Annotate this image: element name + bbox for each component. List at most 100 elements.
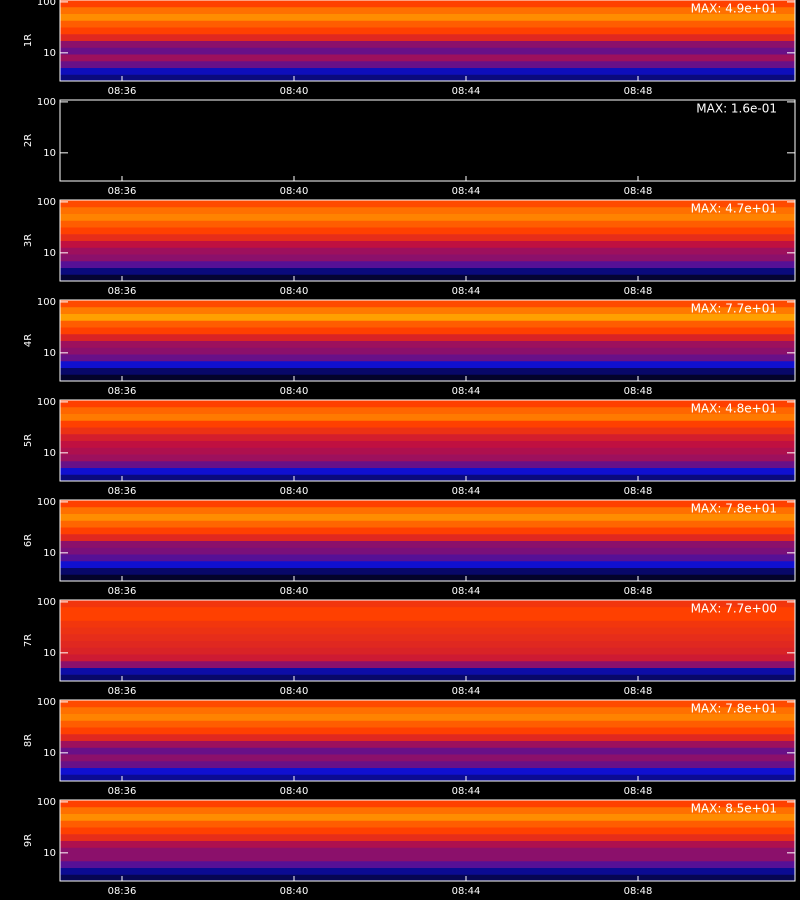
spectrum-band (60, 647, 795, 655)
max-label: MAX: 7.7e+00 (691, 602, 777, 616)
spectrum-band (60, 547, 795, 555)
spectrum-band (60, 613, 795, 621)
spectrum-band (60, 833, 795, 841)
spectrum-band (60, 254, 795, 262)
y-tick-label: 100 (37, 697, 56, 708)
spectrum-band (60, 320, 795, 328)
spectrum-band (60, 720, 795, 728)
x-tick-label: 08:44 (452, 886, 481, 897)
spectrum-band (60, 347, 795, 355)
spectrum-band (60, 420, 795, 428)
spectrum-band (60, 513, 795, 521)
spectrum-band (60, 667, 795, 675)
x-tick-label: 08:40 (280, 86, 309, 97)
spectrum-band (60, 440, 795, 448)
x-tick-label: 08:36 (108, 886, 137, 897)
plot-frame (59, 799, 796, 882)
spectrum-band (60, 874, 795, 882)
spectrum-band (60, 706, 795, 714)
spectrum-band (60, 206, 795, 214)
panel: 10 100 08:36 08:40 08:44 08:48 2R MAX: 1.6e-01 (23, 97, 796, 197)
y-tick-label: 10 (43, 148, 56, 159)
y-tick-label: 10 (43, 648, 56, 659)
spectrum-band (60, 600, 795, 608)
x-tick-label: 08:36 (108, 486, 137, 497)
spectrum-band (60, 133, 795, 141)
spectrum-band (60, 433, 795, 441)
spectrum-band (60, 313, 795, 321)
y-tick-label: 10 (43, 348, 56, 359)
spectrum-band (60, 527, 795, 535)
spectrum-band (60, 67, 795, 75)
spectrum-band (60, 427, 795, 435)
y-tick-label: 100 (37, 297, 56, 308)
spectrum-band (60, 474, 795, 482)
spectrum-band (60, 413, 795, 421)
plot-frame (59, 299, 796, 382)
x-tick-label: 08:40 (280, 286, 309, 297)
spectrum-band (60, 574, 795, 582)
spectrum-band (60, 47, 795, 55)
spectrum-band (60, 506, 795, 514)
plot-frame (59, 199, 796, 282)
spectrum-band (60, 740, 795, 748)
max-label: MAX: 4.9e+01 (691, 2, 777, 16)
x-tick-label: 08:40 (280, 486, 309, 497)
spectrum-band (60, 627, 795, 635)
spectrum-band (60, 140, 795, 148)
spectrum-band (60, 660, 795, 668)
spectrum-band (60, 360, 795, 368)
spectrum-band (60, 60, 795, 68)
max-label: MAX: 7.8e+01 (691, 702, 777, 716)
spectrum-band (60, 854, 795, 862)
y-tick-label: 100 (37, 0, 56, 8)
panel-label: 9R (23, 834, 34, 847)
spectrum-band (60, 806, 795, 814)
spectrum-band (60, 533, 795, 541)
spectrum-band (60, 727, 795, 735)
panel: 10 100 08:36 08:40 08:44 08:48 5R MAX: 4.8e+01 (23, 397, 796, 497)
spectrum-band (60, 120, 795, 128)
spectrum-band (60, 100, 795, 108)
spectrum-band (60, 306, 795, 314)
x-tick-label: 08:48 (624, 186, 653, 197)
x-tick-label: 08:36 (108, 686, 137, 697)
spectrum-band (60, 374, 795, 382)
x-tick-label: 08:48 (624, 86, 653, 97)
spectrum-band (60, 174, 795, 182)
plot-frame (59, 99, 796, 182)
plot-frame (59, 399, 796, 482)
x-tick-label: 08:44 (452, 586, 481, 597)
max-label: MAX: 8.5e+01 (691, 802, 777, 816)
spectrum-band (60, 340, 795, 348)
spectrum-band (60, 820, 795, 828)
spectrum-band (60, 540, 795, 548)
spectrum-band (60, 700, 795, 708)
spectrum-band (60, 447, 795, 455)
y-tick-label: 100 (37, 797, 56, 808)
panel-label: 4R (23, 334, 34, 347)
panel: 10 100 08:36 08:40 08:44 08:48 3R MAX: 4.7e+01 (23, 197, 796, 297)
spectrum-band (60, 6, 795, 14)
max-label: MAX: 7.8e+01 (691, 502, 777, 516)
x-tick-label: 08:40 (280, 886, 309, 897)
x-tick-label: 08:44 (452, 786, 481, 797)
x-tick-label: 08:44 (452, 386, 481, 397)
x-tick-label: 08:48 (624, 386, 653, 397)
x-tick-label: 08:36 (108, 386, 137, 397)
max-label: MAX: 1.6e-01 (696, 102, 777, 116)
panel: 10 100 08:36 08:40 08:44 08:48 1R MAX: 4.9e+01 (23, 0, 796, 97)
x-tick-label: 08:36 (108, 286, 137, 297)
spectrum-band (60, 733, 795, 741)
spectrum-band (60, 33, 795, 41)
y-tick-label: 10 (43, 548, 56, 559)
y-tick-label: 10 (43, 448, 56, 459)
plot-frame (59, 699, 796, 782)
spectrum-band (60, 713, 795, 721)
spectrum-band (60, 147, 795, 155)
x-tick-label: 08:48 (624, 786, 653, 797)
panel-label: 5R (23, 434, 34, 447)
panel-label: 1R (23, 34, 34, 47)
spectrum-band (60, 227, 795, 235)
